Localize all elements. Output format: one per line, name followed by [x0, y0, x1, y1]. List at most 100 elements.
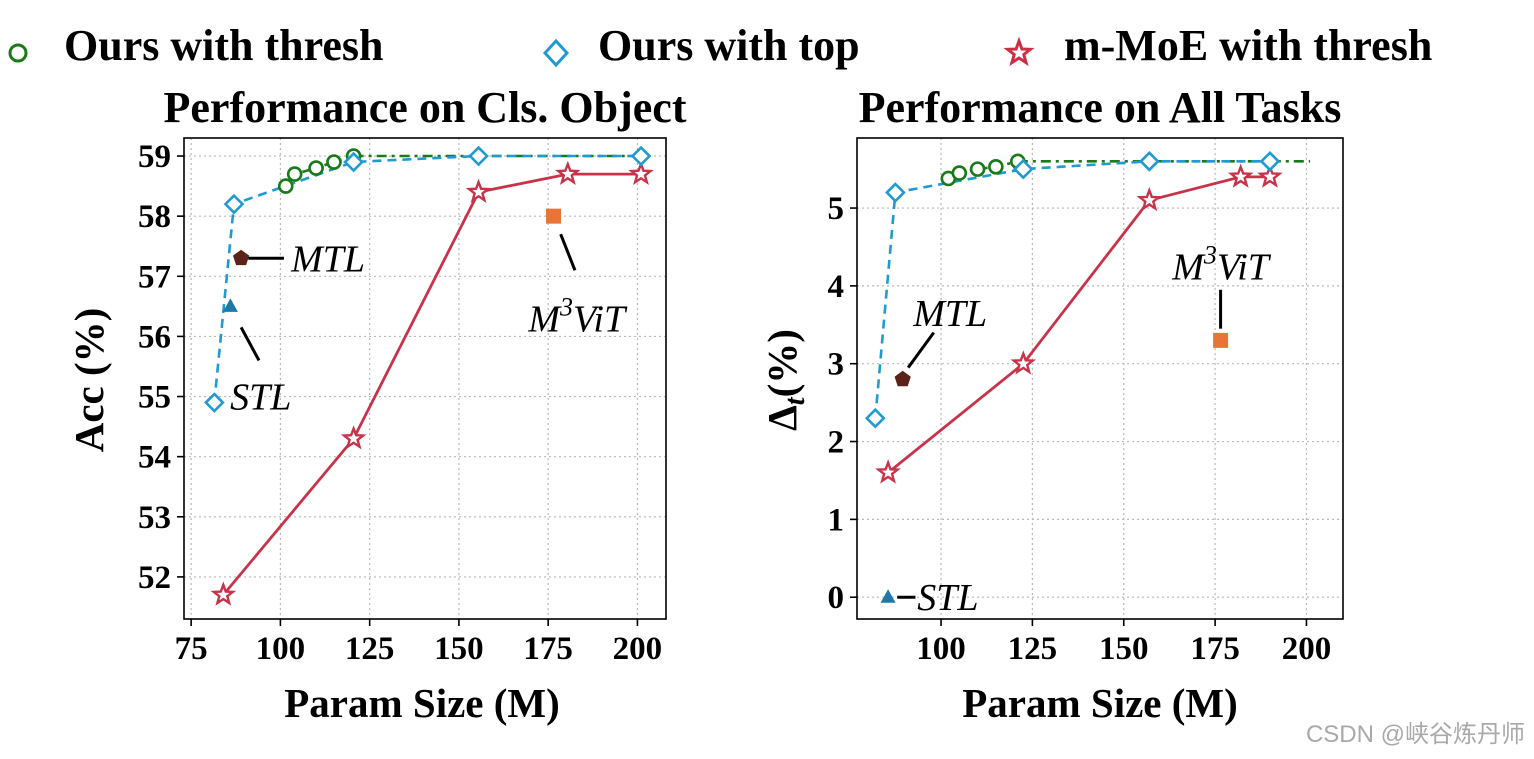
annotation-rest: ViT	[573, 298, 628, 340]
series-line-top	[213, 154, 641, 403]
data-point-top	[204, 392, 225, 413]
data-point-thresh	[286, 166, 303, 182]
y-axis-label-base: Δ	[759, 405, 805, 431]
x-tick-label: 75	[175, 631, 208, 667]
y-tick-label: 53	[138, 500, 171, 536]
data-point-top	[630, 145, 652, 167]
ticks: 75 100 125 150 175 200 52 53 54 55 56 57 58 59	[138, 139, 662, 667]
data-point-thresh	[308, 160, 324, 176]
data-point-mmoe	[628, 160, 654, 185]
x-tick-label: 175	[523, 631, 573, 667]
y-tick-label: 1	[828, 502, 845, 538]
data-point-mmoe	[1257, 163, 1283, 188]
chart-title: Performance on All Tasks	[859, 83, 1342, 132]
data-point-top	[1138, 151, 1160, 172]
annotation-leader	[906, 331, 935, 369]
chart-panel-cls-object: Performance on Cls. Object Param Size (M…	[66, 83, 687, 726]
ref-point-mtl	[894, 370, 911, 387]
x-tick-label: 100	[256, 631, 306, 667]
y-tick-label: 59	[138, 139, 171, 175]
data-point-thresh	[951, 165, 968, 181]
ref-point-mtl	[233, 249, 250, 266]
x-tick-label: 150	[1099, 631, 1149, 667]
grid	[857, 138, 1343, 619]
ticks: 100 125 150 175 200 0 1 2 3 4 5	[828, 191, 1332, 667]
watermark: CSDN @峡谷炼丹师	[1306, 721, 1525, 748]
y-tick-label: 0	[828, 580, 845, 616]
data-point-top	[223, 193, 245, 215]
series	[204, 145, 654, 606]
y-tick-label: 56	[138, 319, 171, 355]
annotation-m3vit: M3ViT	[1171, 240, 1272, 288]
legend-marker-circle-icon	[8, 43, 28, 63]
data-point-thresh	[326, 154, 342, 170]
ref-point-stl	[222, 298, 238, 312]
series	[864, 151, 1311, 484]
x-tick-label: 200	[613, 631, 663, 667]
y-axis-label-sub: t	[780, 396, 811, 405]
data-point-thresh	[988, 158, 1004, 175]
y-tick-label: 4	[828, 269, 845, 305]
legend-marker-diamond-icon	[542, 38, 570, 68]
reference-points	[222, 208, 562, 312]
y-axis-label: Acc (%)	[66, 308, 112, 453]
data-point-top	[468, 145, 489, 167]
chart-panel-all-tasks: Performance on All Tasks Param Size (M) …	[759, 83, 1344, 726]
legend-item-ours-top: Ours with top	[542, 21, 860, 70]
data-point-mmoe	[1136, 186, 1163, 212]
y-axis-label-rest: (%)	[759, 329, 805, 397]
y-tick-label: 55	[138, 380, 171, 416]
x-tick-label: 150	[434, 631, 484, 667]
y-tick-label: 57	[138, 259, 171, 295]
y-tick-label: 58	[138, 199, 171, 235]
annotation-stl: STL	[917, 577, 978, 619]
legend-item-mmoe-thresh: m-MoE with thresh	[1003, 21, 1432, 70]
ref-point-m3vit	[1213, 332, 1229, 348]
x-tick-label: 100	[916, 631, 966, 667]
x-axis-label: Param Size (M)	[284, 680, 560, 726]
annotation-leader	[559, 233, 577, 271]
y-axis-label: Δt(%)	[759, 329, 811, 431]
x-tick-label: 175	[1190, 631, 1240, 667]
plot-frame	[183, 137, 667, 620]
data-point-top	[1012, 158, 1034, 180]
legend: Ours with thresh Ours with top m-MoE wit…	[8, 21, 1432, 70]
y-tick-label: 2	[828, 425, 845, 461]
y-tick-label: 52	[138, 560, 171, 596]
series-line-top	[874, 160, 1270, 419]
annotation-base: M	[1171, 246, 1206, 288]
x-tick-label: 125	[345, 631, 395, 667]
x-tick-label: 200	[1282, 631, 1332, 667]
data-point-top	[864, 407, 886, 429]
reference-points	[880, 332, 1229, 603]
x-axis-label: Param Size (M)	[962, 680, 1238, 726]
legend-marker-star-icon	[1003, 36, 1035, 67]
data-point-mmoe	[210, 581, 237, 606]
data-point-mmoe	[340, 425, 367, 450]
data-point-thresh	[969, 161, 986, 177]
data-point-mmoe	[1010, 350, 1037, 375]
y-tick-label: 54	[138, 440, 171, 476]
data-point-top	[1259, 151, 1281, 172]
x-tick-label: 125	[1008, 631, 1058, 667]
data-point-top	[343, 151, 364, 173]
annotation-stl: STL	[230, 377, 291, 419]
data-point-top	[885, 182, 906, 203]
data-point-thresh	[277, 178, 294, 194]
annotation-sup: 3	[1203, 240, 1217, 269]
data-point-mmoe	[555, 160, 581, 185]
annotation-mtl: MTL	[912, 293, 987, 335]
legend-item-ours-thresh: Ours with thresh	[8, 21, 383, 70]
data-point-mmoe	[1227, 163, 1254, 188]
legend-label-mmoe-thresh: m-MoE with thresh	[1064, 21, 1432, 70]
y-tick-label: 5	[828, 191, 845, 227]
legend-label-ours-top: Ours with top	[598, 21, 860, 70]
ref-point-stl	[880, 589, 896, 603]
annotation-sup: 3	[559, 292, 573, 321]
annotation-leader	[239, 326, 261, 362]
ref-point-m3vit	[546, 208, 562, 224]
data-point-mmoe	[875, 459, 901, 484]
annotation-m3vit: M3ViT	[527, 292, 628, 340]
annotations: MTL STL M3ViT	[897, 240, 1272, 619]
plot-frame	[856, 137, 1344, 620]
